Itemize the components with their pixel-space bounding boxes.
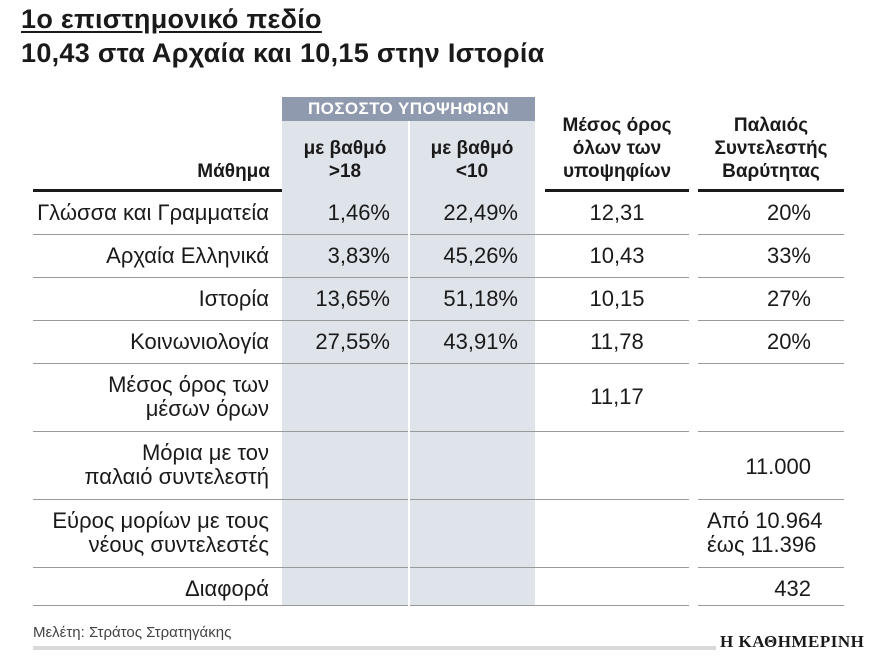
row-subject: Μόρια με τον παλαιό συντελεστή	[84, 440, 269, 489]
cell-old-coefficient: 20%	[766, 200, 811, 225]
row-divider	[33, 567, 844, 568]
cell-below10: 45,26%	[443, 243, 518, 268]
headline: 10,43 στα Αρχαία και 10,15 στην Ιστορία	[21, 38, 545, 68]
cell-old-coefficient: 11.000	[745, 454, 811, 479]
publisher-logo: Η ΚΑΘΗΜΕΡΙΝΗ	[716, 632, 869, 652]
row-divider	[33, 431, 844, 432]
cell-above18: 1,46%	[327, 200, 390, 225]
column-header-above18: με βαθμό >18	[303, 138, 387, 182]
row-divider	[33, 277, 844, 278]
row-divider	[33, 363, 844, 364]
cell-below10: 22,49%	[443, 200, 518, 225]
column-header-subject: Μάθημα	[197, 161, 270, 182]
footer-rule	[33, 646, 843, 650]
row-subject: Αρχαία Ελληνικά	[106, 243, 269, 268]
row-divider	[33, 605, 844, 606]
cell-above18: 3,83%	[327, 243, 390, 268]
cell-mean: 10,43	[589, 243, 645, 268]
header-rule	[33, 189, 282, 192]
cell-below10: 51,18%	[443, 286, 518, 311]
column-header-below10: με βαθμό <10	[430, 138, 514, 182]
group-header: ΠΟΣΟΣΤΟ ΥΠΟΨΗΦΙΩΝ	[282, 97, 535, 121]
cell-old-coefficient: Από 10.964 έως 11.396	[707, 508, 823, 557]
cell-old-coefficient: 33%	[766, 243, 811, 268]
cell-mean: 11,78	[590, 329, 644, 354]
column-header-mean: Μέσος όρος όλων των υποψηφίων	[562, 115, 672, 182]
cell-below10: 43,91%	[443, 329, 518, 354]
row-subject: Διαφορά	[184, 576, 269, 601]
cell-mean: 11,17	[590, 384, 644, 409]
row-subject: Γλώσσα και Γραμματεία	[37, 200, 269, 225]
cell-mean: 12,31	[589, 200, 645, 225]
cell-above18: 27,55%	[315, 329, 390, 354]
row-divider	[33, 234, 844, 235]
row-subject: Εύρος μορίων με τους νέους συντελεστές	[52, 508, 269, 557]
column-header-old-coefficient: Παλαιός Συντελεστής Βαρύτητας	[714, 115, 828, 182]
row-subject: Κοινωνιολογία	[130, 329, 269, 354]
cell-old-coefficient: 27%	[766, 286, 811, 311]
cell-above18: 13,65%	[315, 286, 390, 311]
row-subject: Μέσος όρος των μέσων όρων	[108, 372, 269, 421]
credit: Μελέτη: Στράτος Στρατηγάκης	[33, 624, 232, 641]
kicker: 1ο επιστημονικό πεδίο	[21, 4, 322, 34]
header-rule	[698, 189, 844, 192]
cell-old-coefficient: 432	[774, 576, 811, 601]
column-gap	[408, 121, 410, 606]
row-divider	[33, 499, 844, 500]
header-rule	[545, 189, 689, 192]
row-subject: Ιστορία	[198, 286, 269, 311]
row-divider	[33, 320, 844, 321]
column-gap	[689, 189, 698, 606]
cell-mean: 10,15	[589, 286, 645, 311]
cell-old-coefficient: 20%	[766, 329, 811, 354]
